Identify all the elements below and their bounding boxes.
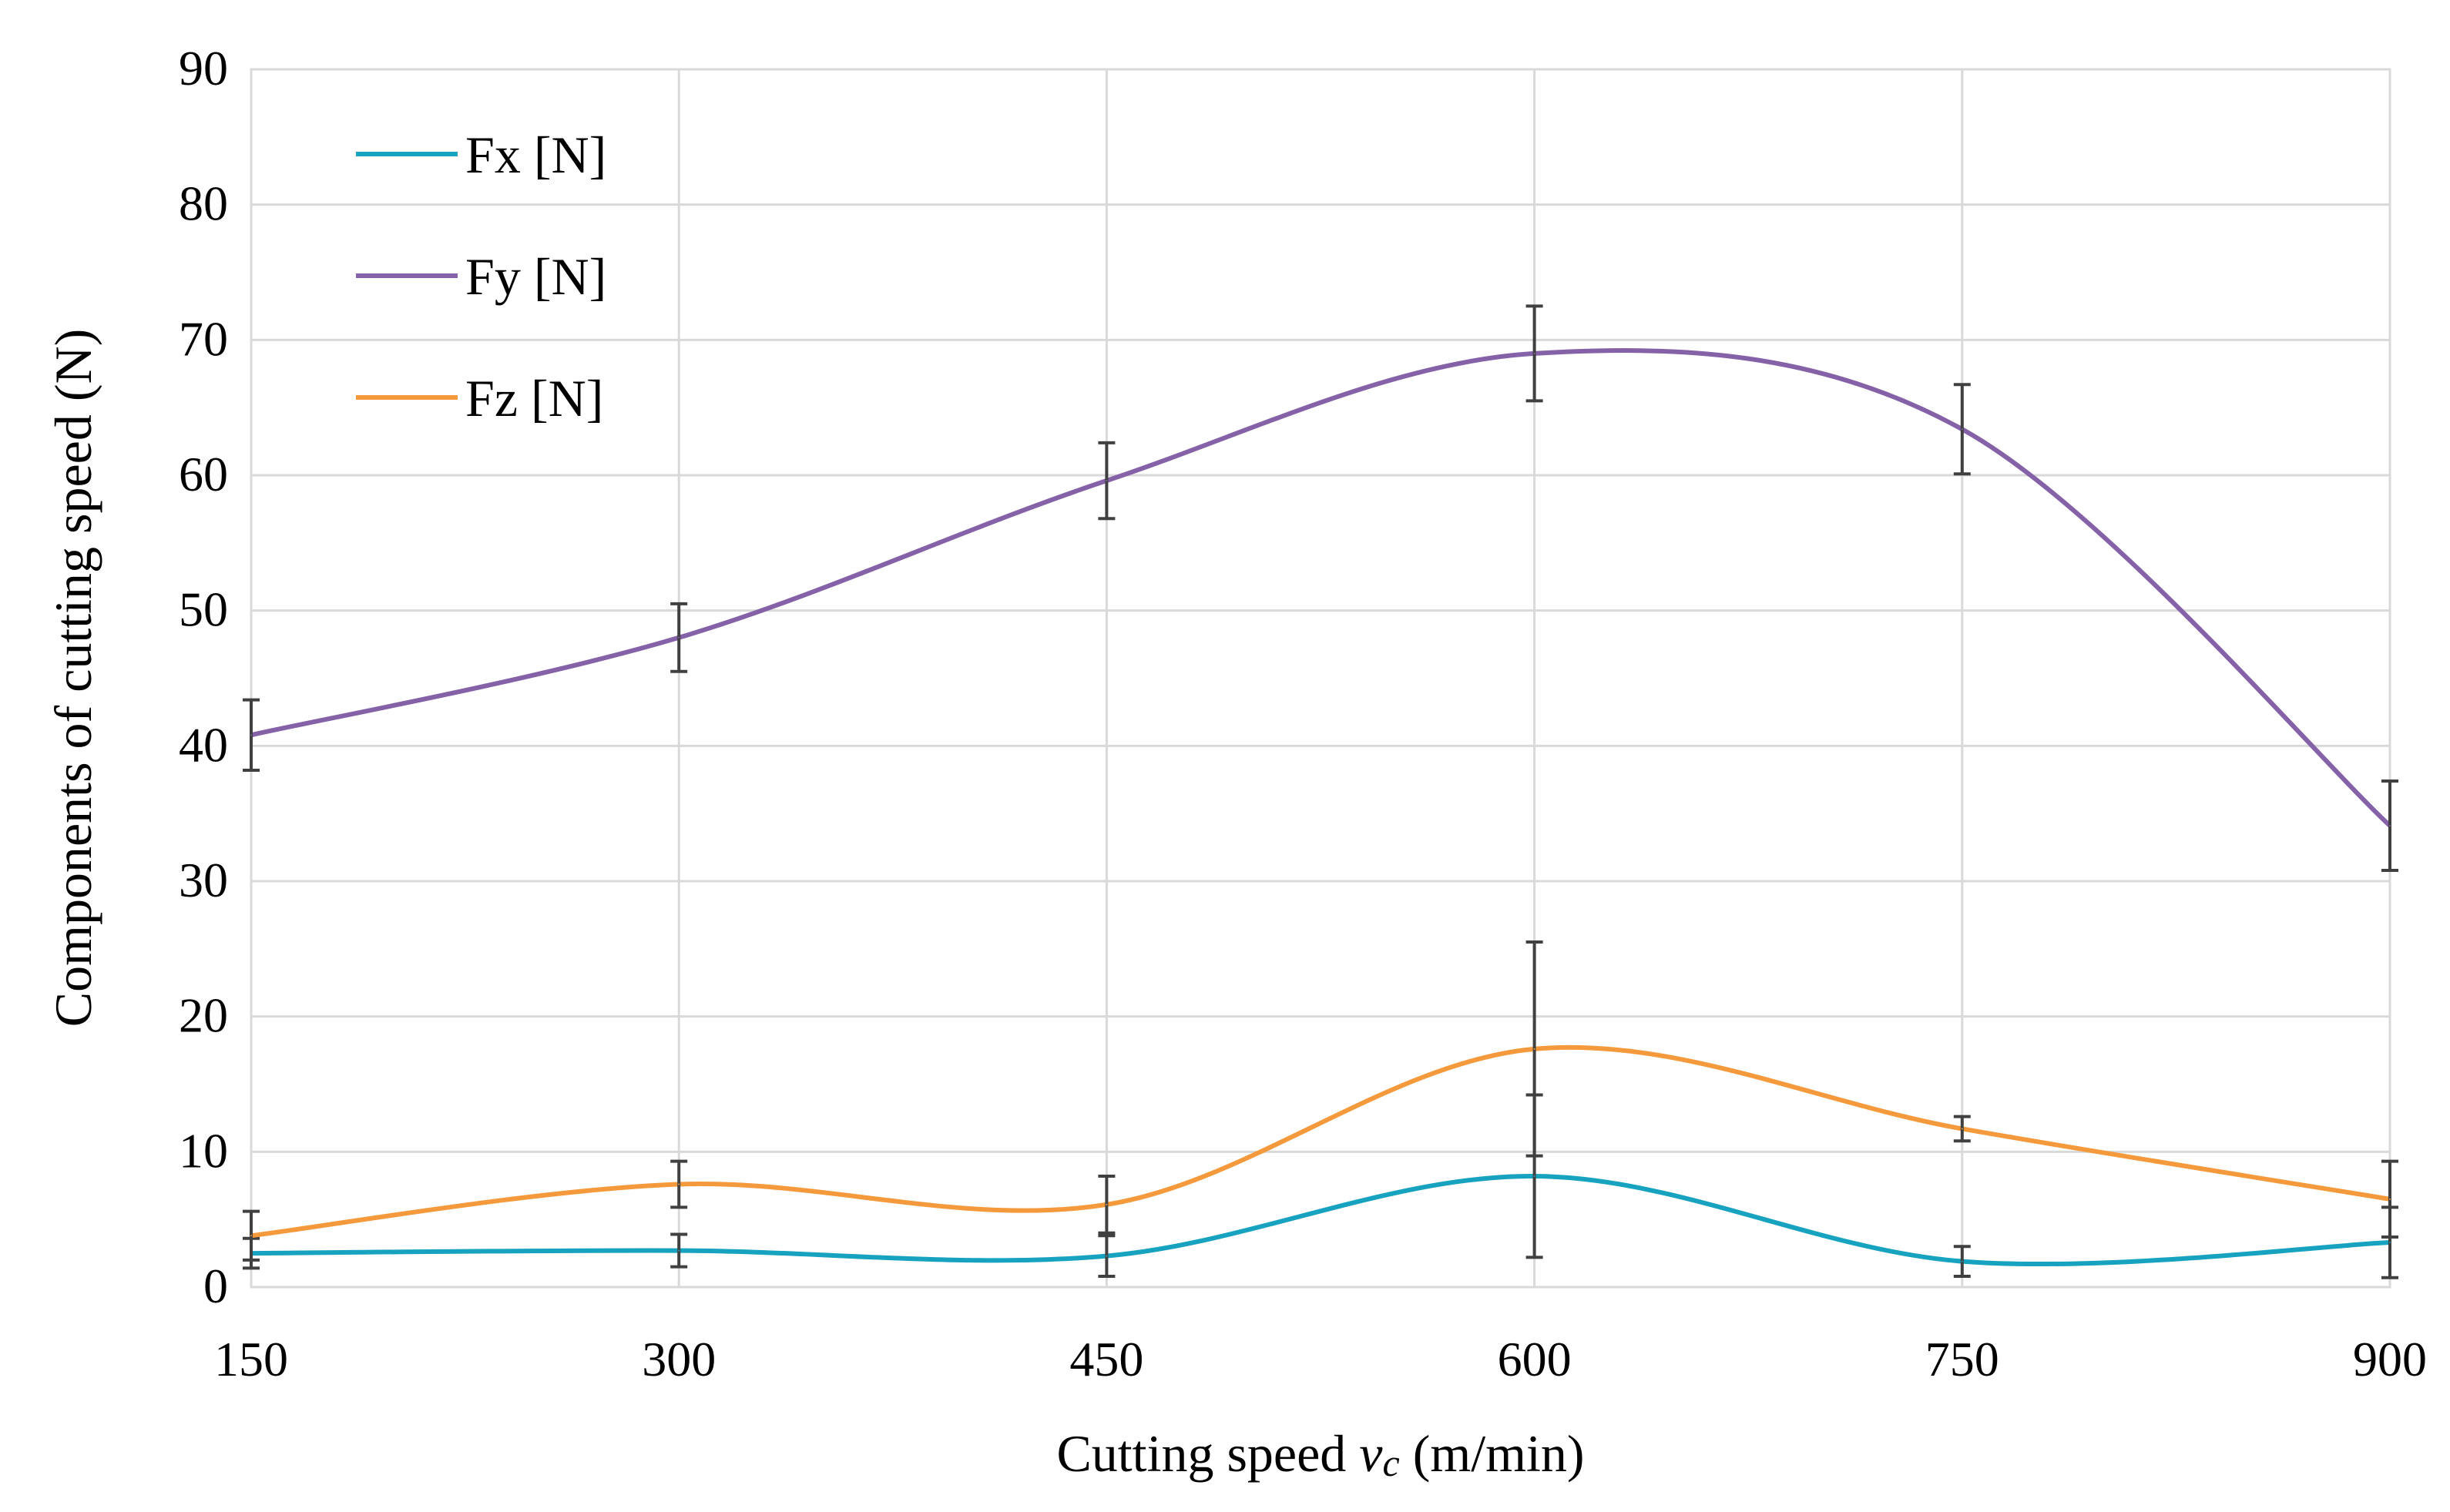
data-point-fy xyxy=(1533,352,1535,354)
data-point-fx xyxy=(1106,1255,1108,1257)
data-point-fz xyxy=(1106,1203,1108,1205)
y-tick-label: 70 xyxy=(179,311,228,366)
data-point-fx xyxy=(678,1249,680,1252)
plot-area-frame xyxy=(250,68,2391,1289)
data-point-fy xyxy=(1961,428,1963,431)
y-tick-labels: 0 10 20 30 40 50 60 70 80 90 xyxy=(179,41,228,1313)
data-point-fy xyxy=(678,636,680,639)
series-line-fy xyxy=(250,348,2392,828)
data-point-fz xyxy=(2389,1198,2391,1200)
legend-label-fx: Fx [N] xyxy=(465,126,606,184)
y-tick-label: 80 xyxy=(179,176,228,231)
x-tick-label: 750 xyxy=(1925,1332,1999,1386)
legend: Fx [N] Fy [N] Fz [N] xyxy=(356,126,606,427)
x-tick-labels: 150 300 450 600 750 900 xyxy=(214,1332,2427,1386)
y-tick-label: 50 xyxy=(179,582,228,637)
y-tick-label: 40 xyxy=(179,717,228,772)
series-line-fz xyxy=(250,1044,2391,1239)
data-point-fx xyxy=(1961,1260,1963,1262)
y-tick-label: 20 xyxy=(179,988,228,1043)
y-tick-label: 0 xyxy=(203,1259,228,1313)
data-point-fz xyxy=(250,1235,252,1237)
data-point-fz xyxy=(1533,1048,1535,1050)
x-tick-label: 150 xyxy=(214,1332,288,1386)
x-tick-label: 900 xyxy=(2353,1332,2427,1386)
legend-item-fz: Fz [N] xyxy=(356,369,603,427)
data-point-fy xyxy=(1106,480,1108,482)
data-point-fz xyxy=(1961,1128,1963,1130)
data-point-fx xyxy=(2389,1242,2391,1244)
data-point-fx xyxy=(1533,1175,1535,1177)
x-tick-label: 450 xyxy=(1069,1332,1143,1386)
legend-item-fx: Fx [N] xyxy=(356,126,606,184)
y-tick-label: 90 xyxy=(179,41,228,96)
series-fz xyxy=(243,940,2398,1262)
data-point-fz xyxy=(678,1183,680,1185)
series-fy xyxy=(243,304,2398,872)
y-tick-label: 30 xyxy=(179,853,228,907)
data-point-fy xyxy=(2389,824,2391,826)
y-tick-label: 60 xyxy=(179,447,228,501)
x-tick-label: 600 xyxy=(1498,1332,1572,1386)
series-layer xyxy=(243,304,2398,1279)
x-tick-label: 300 xyxy=(642,1332,716,1386)
legend-label-fy: Fy [N] xyxy=(465,247,606,306)
data-point-fy xyxy=(250,734,252,736)
x-axis-title: Cutting speed vc (m/min) xyxy=(1056,1424,1584,1484)
legend-label-fz: Fz [N] xyxy=(465,369,603,427)
legend-item-fy: Fy [N] xyxy=(356,247,606,306)
series-line-fx xyxy=(250,1173,2391,1267)
y-tick-label: 10 xyxy=(179,1123,228,1178)
y-axis-title: Components of cutting speed (N) xyxy=(44,329,102,1028)
